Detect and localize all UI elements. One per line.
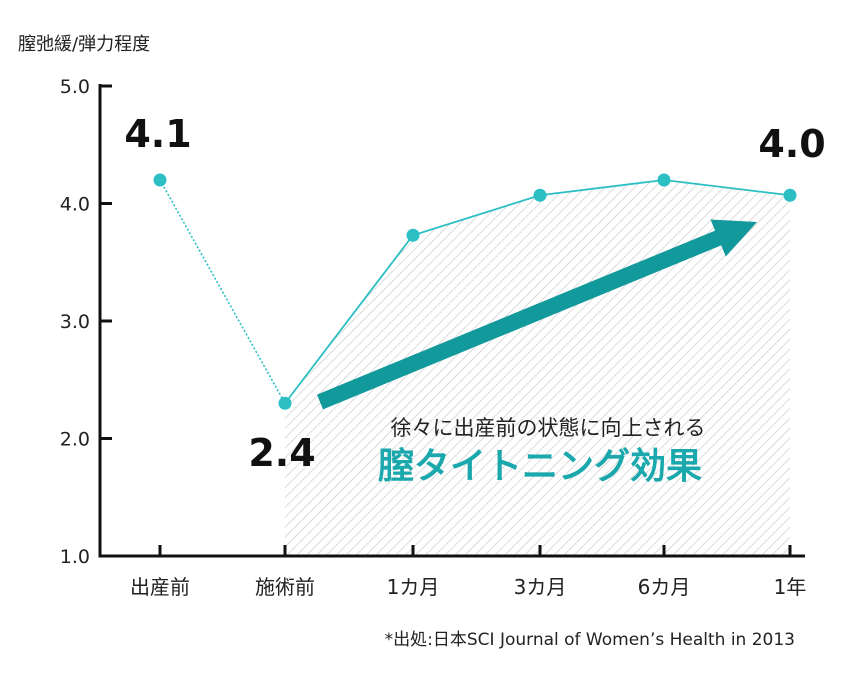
- data-point: [783, 188, 797, 202]
- series-line-dotted: [159, 179, 286, 404]
- x-tick-label: 施術前: [255, 575, 315, 599]
- x-axis-ticks: 出産前 施術前 1カ月 3カ月 6カ月 1年: [130, 545, 806, 599]
- x-tick-label: 6カ月: [638, 575, 691, 599]
- y-tick-label: 1.0: [60, 546, 90, 568]
- point-value-label: 2.4: [248, 431, 315, 475]
- y-tick-label: 5.0: [60, 76, 90, 98]
- data-point: [533, 188, 547, 202]
- data-point: [278, 396, 292, 410]
- x-tick-label: 1年: [774, 575, 807, 599]
- recovery-area: [285, 180, 790, 556]
- trend-arrow-icon: [317, 219, 757, 410]
- x-tick-label: 1カ月: [387, 575, 440, 599]
- y-tick-label: 2.0: [60, 429, 90, 451]
- point-value-label: 4.1: [124, 112, 191, 156]
- data-point: [153, 173, 167, 187]
- data-point: [406, 228, 420, 242]
- point-labels: 4.1 2.4 4.0: [124, 112, 825, 475]
- y-axis-title: 膣弛緩/弾力程度: [18, 34, 150, 55]
- source-note: *出処:日本SCI Journal of Women’s Health in 2…: [385, 630, 795, 650]
- series-group: [153, 173, 797, 410]
- y-axis-ticks: 1.0 2.0 3.0 4.0 5.0: [60, 76, 112, 568]
- data-point: [657, 173, 671, 187]
- y-tick-label: 4.0: [60, 194, 90, 216]
- annotation-caption: 徐々に出産前の状態に向上される: [391, 416, 706, 440]
- point-value-label: 4.0: [758, 122, 825, 166]
- annotation-headline: 膣タイトニング効果: [378, 446, 702, 487]
- x-tick-label: 出産前: [130, 575, 190, 599]
- y-tick-label: 3.0: [60, 311, 90, 333]
- x-tick-label: 3カ月: [514, 575, 567, 599]
